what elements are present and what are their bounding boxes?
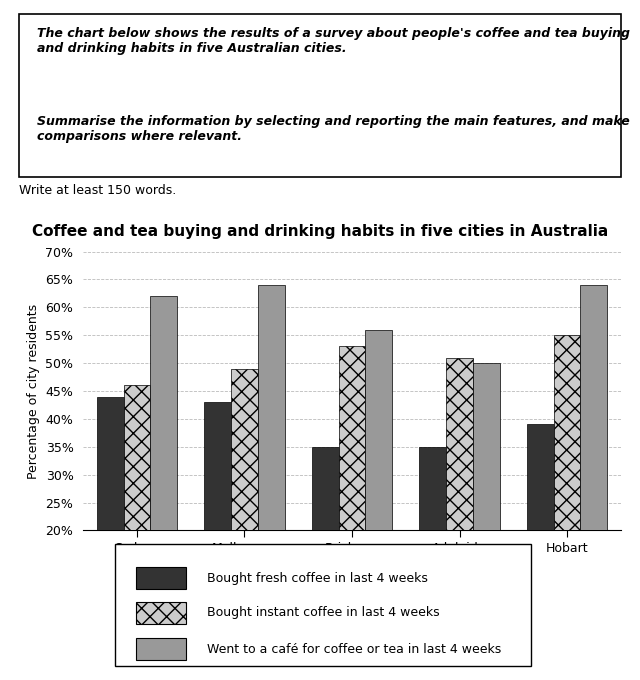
- Bar: [136, 639, 186, 660]
- Bar: [554, 335, 580, 642]
- Bar: [204, 402, 231, 642]
- Bar: [136, 567, 186, 590]
- Bar: [136, 602, 186, 624]
- Bar: [473, 363, 500, 642]
- Text: Bought instant coffee in last 4 weeks: Bought instant coffee in last 4 weeks: [207, 606, 439, 619]
- Text: Went to a café for coffee or tea in last 4 weeks: Went to a café for coffee or tea in last…: [207, 643, 501, 656]
- Bar: [580, 285, 607, 642]
- Bar: [231, 369, 258, 642]
- Text: Summarise the information by selecting and reporting the main features, and make: Summarise the information by selecting a…: [37, 115, 630, 143]
- Text: Coffee and tea buying and drinking habits in five cities in Australia: Coffee and tea buying and drinking habit…: [32, 224, 608, 239]
- Bar: [312, 447, 339, 642]
- Bar: [124, 386, 150, 642]
- Bar: [339, 346, 365, 642]
- Bar: [258, 285, 285, 642]
- Bar: [527, 424, 554, 642]
- Bar: [150, 296, 177, 642]
- Bar: [365, 330, 392, 642]
- Bar: [446, 358, 473, 642]
- Text: Bought fresh coffee in last 4 weeks: Bought fresh coffee in last 4 weeks: [207, 572, 428, 585]
- Bar: [419, 447, 446, 642]
- Text: The chart below shows the results of a survey about people's coffee and tea buyi: The chart below shows the results of a s…: [37, 27, 630, 54]
- Text: Write at least 150 words.: Write at least 150 words.: [19, 184, 177, 197]
- Y-axis label: Percentage of city residents: Percentage of city residents: [27, 303, 40, 479]
- Bar: [97, 396, 124, 642]
